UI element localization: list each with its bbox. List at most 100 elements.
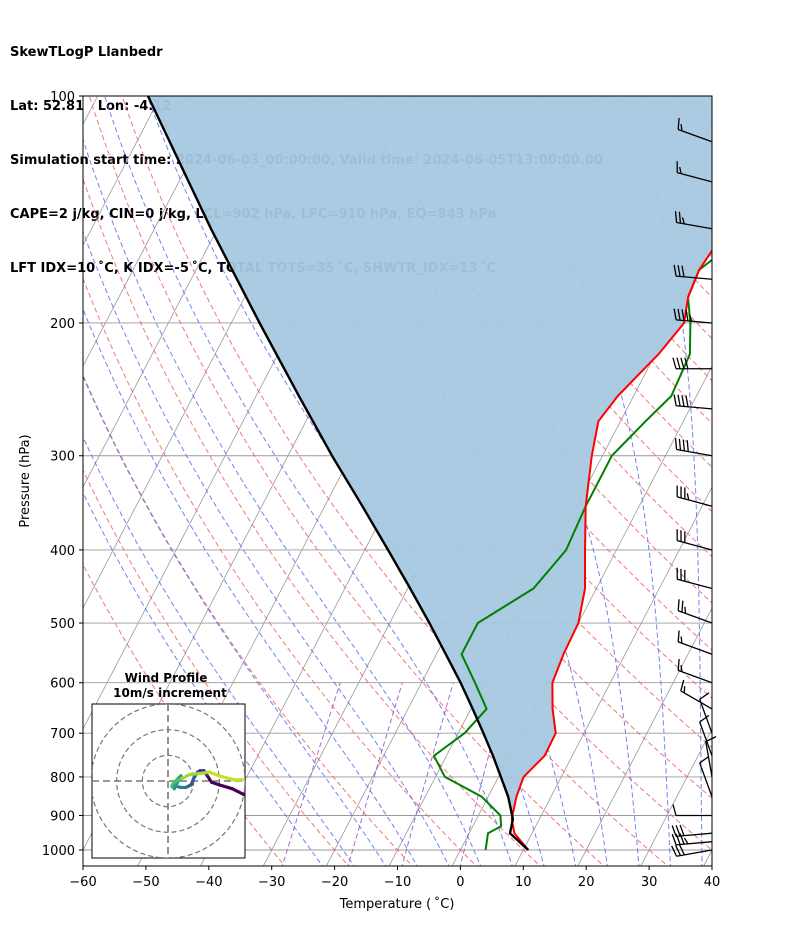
barb-feather <box>680 679 685 692</box>
y-tick-label: 400 <box>50 544 75 559</box>
moist-adiabat <box>618 96 703 866</box>
dry-adiabat <box>447 96 712 425</box>
temperature-profile <box>510 248 712 851</box>
barb-shaft <box>699 699 713 734</box>
barb-feather <box>674 438 678 450</box>
barb-feather <box>672 804 677 816</box>
wind-barb <box>673 264 713 280</box>
barb-feather <box>671 833 677 846</box>
y-tick-label: 1000 <box>42 844 75 859</box>
barb-feather <box>680 665 683 672</box>
hodograph-trace-segment <box>217 774 236 782</box>
y-tick-label: 500 <box>50 617 75 632</box>
hodograph-plot <box>92 704 245 858</box>
barb-feather <box>684 357 689 369</box>
barb-shaft <box>680 690 713 710</box>
barb-feather <box>699 755 710 764</box>
x-tick-label: 20 <box>578 875 595 890</box>
wind-barb <box>677 599 713 624</box>
barb-feather <box>674 211 678 223</box>
wind-barb <box>672 804 712 817</box>
hodograph-title: Wind Profile <box>125 671 208 685</box>
barb-feather <box>673 394 677 406</box>
barb-shaft <box>677 171 713 183</box>
barb-feather <box>681 309 685 321</box>
barb-feather <box>677 118 680 130</box>
hodograph-trace-segment <box>217 783 234 791</box>
barb-feather <box>679 833 685 845</box>
barb-feather <box>685 309 689 321</box>
x-tick-label: 0 <box>456 875 464 890</box>
barb-shaft <box>676 275 713 280</box>
barb-feather <box>679 166 682 174</box>
barb-feather <box>677 394 681 407</box>
y-tick-label: 300 <box>50 450 75 465</box>
station-title: SkewTLogP Llanbedr <box>10 45 163 60</box>
barb-feather <box>677 265 681 277</box>
moist-adiabat <box>83 375 387 866</box>
barb-shaft <box>676 405 713 410</box>
parcel-profile <box>146 96 530 851</box>
barb-feather <box>681 217 685 225</box>
barb-feather <box>680 124 683 131</box>
wind-barb <box>671 833 713 846</box>
barb-shaft <box>677 128 713 143</box>
wind-barb <box>677 630 713 655</box>
barb-feather <box>686 493 690 501</box>
barb-feather <box>678 844 685 856</box>
barb-shaft <box>677 669 713 684</box>
mixing-ratio-line <box>347 682 403 866</box>
y-tick-label: 900 <box>50 809 75 824</box>
barb-feather <box>681 395 685 407</box>
mixing-ratio-line <box>401 682 454 866</box>
isotherm <box>703 849 712 866</box>
barb-shaft <box>676 832 713 837</box>
wind-barb <box>671 844 713 857</box>
wind-barb <box>677 118 713 143</box>
barb-shaft <box>676 319 713 324</box>
barb-shaft <box>676 841 713 846</box>
barb-feather <box>675 825 681 837</box>
x-tick-label: −20 <box>321 875 348 890</box>
barb-shaft <box>676 448 713 457</box>
moist-adiabat <box>83 138 482 866</box>
wind-barb <box>672 357 712 370</box>
barb-feather <box>688 314 693 322</box>
wind-barb <box>673 394 713 410</box>
plot-area <box>83 96 712 866</box>
hodograph-trace-segment <box>188 771 203 777</box>
moist-adiabat <box>83 307 418 866</box>
barb-feather <box>680 636 683 644</box>
dry-adiabat <box>83 469 350 866</box>
dry-adiabat <box>83 373 414 866</box>
wind-barbs <box>671 118 717 857</box>
wind-barb <box>674 438 713 457</box>
moist-adiabat <box>83 435 355 866</box>
wind-barb <box>671 824 713 837</box>
wind-barb <box>674 211 713 230</box>
x-tick-label: −50 <box>132 875 159 890</box>
isotherm <box>640 728 712 866</box>
isotherm <box>83 96 161 247</box>
barb-shaft <box>677 641 713 655</box>
barb-shaft <box>677 578 713 590</box>
mixing-ratio-line <box>281 682 341 866</box>
barb-shaft <box>705 741 713 778</box>
x-tick-label: −40 <box>195 875 222 890</box>
barb-feather <box>682 439 685 451</box>
barb-feather <box>681 600 684 613</box>
wind-barb <box>676 161 713 183</box>
barb-shaft <box>677 610 713 624</box>
barb-shaft <box>676 221 713 230</box>
barb-feather <box>699 692 710 700</box>
barb-feather <box>678 438 682 451</box>
barb-feather <box>678 211 682 224</box>
wind-barb <box>676 567 713 590</box>
barb-feather <box>679 824 685 836</box>
barb-shaft <box>699 762 713 798</box>
isotherm <box>577 607 712 866</box>
wind-barb <box>705 736 717 778</box>
x-tick-label: 10 <box>515 875 532 890</box>
barb-shaft <box>699 721 713 757</box>
